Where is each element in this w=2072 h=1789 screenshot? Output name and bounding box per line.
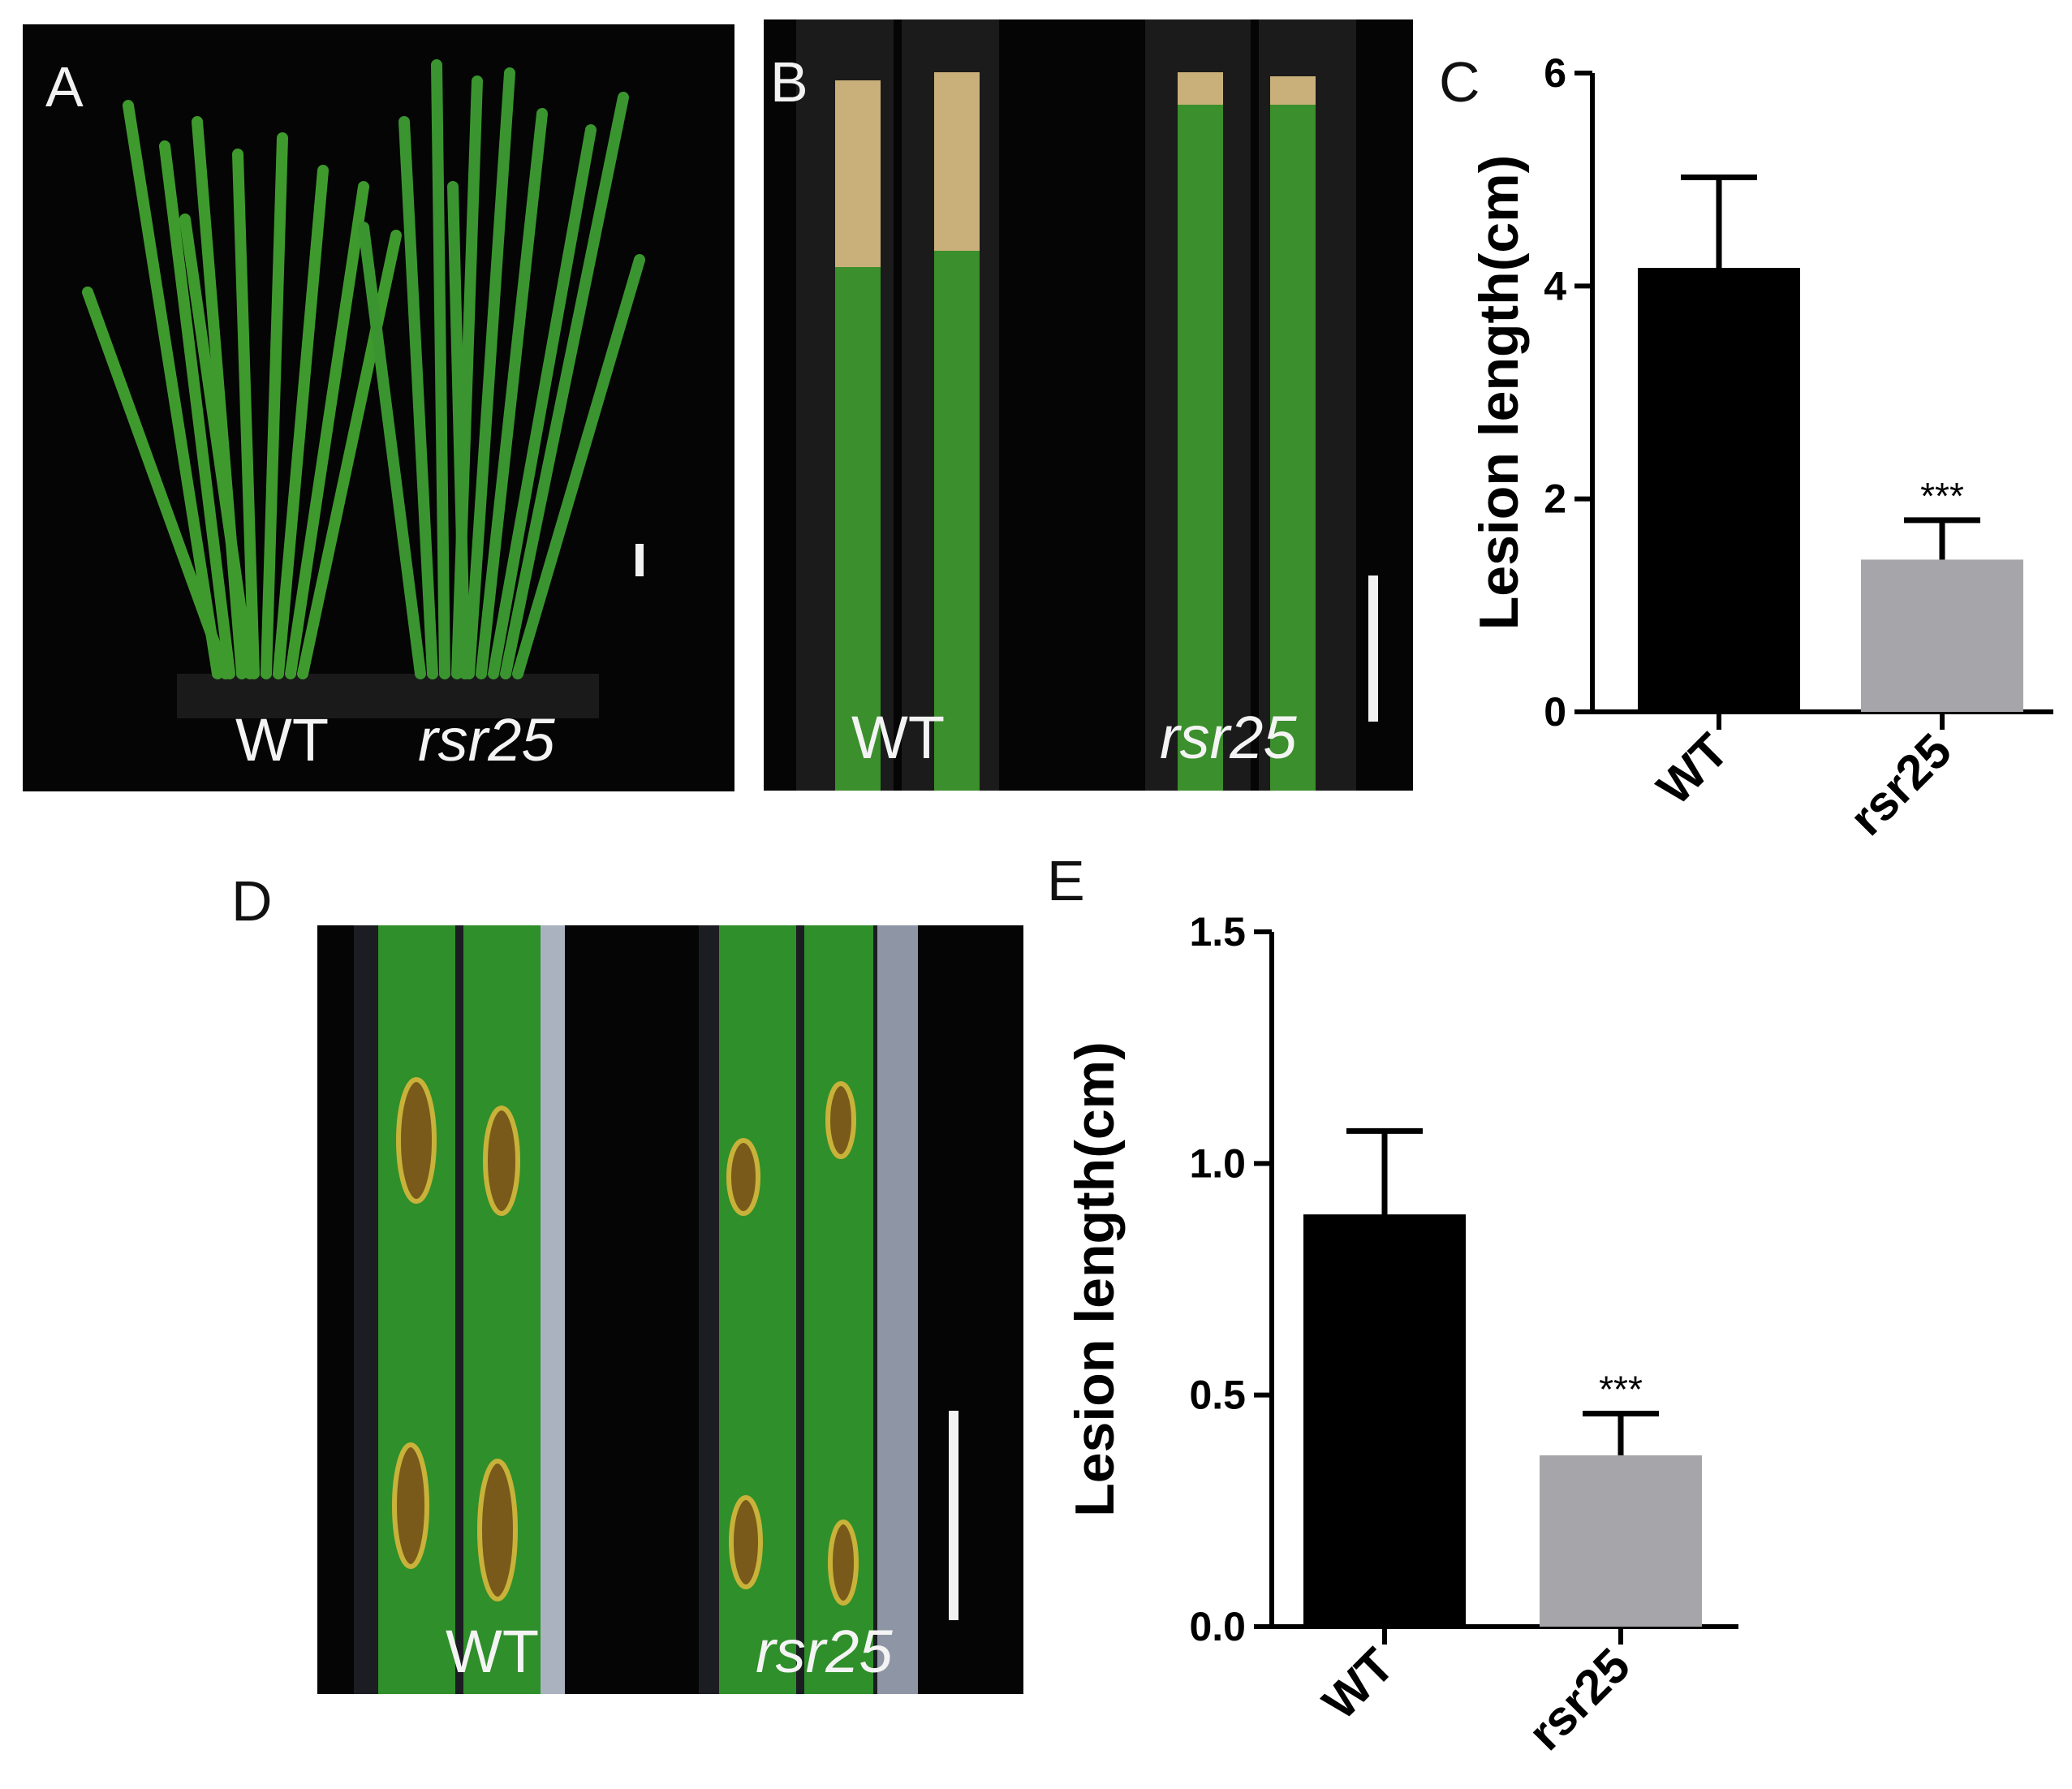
panel-letter-c: C	[1439, 50, 1480, 114]
label-rsr25: rsr25	[418, 706, 555, 774]
chart-c: 0 2 4 6 Lesion length(cm) WT rsr25 ***	[0, 0, 2072, 893]
y-tick-label: 6	[1544, 50, 1566, 96]
y-tick-label: 0.5	[1189, 1373, 1246, 1418]
y-tick-label: 0	[1544, 689, 1566, 735]
y-tick-label: 2	[1544, 476, 1566, 522]
x-tick-label: WT	[1312, 1638, 1404, 1730]
label-wt: WT	[446, 1618, 540, 1685]
x-tick-label: rsr25	[1518, 1638, 1640, 1761]
y-axis-label: Lesion length(cm)	[1064, 1041, 1126, 1517]
label-wt: WT	[235, 706, 330, 774]
significance-marker: ***	[1599, 1368, 1643, 1410]
label-rsr25: rsr25	[1160, 704, 1297, 771]
panel-a-photo: A WT rsr25	[23, 24, 734, 791]
leaves-illustration-d	[354, 925, 958, 1694]
y-tick-label: 4	[1544, 263, 1566, 308]
bar-wt	[1303, 1214, 1466, 1627]
y-tick-label: 1.5	[1189, 909, 1246, 955]
label-wt: WT	[851, 704, 946, 771]
panel-letter-b: B	[770, 50, 808, 114]
panel-d-photo: WT rsr25	[317, 925, 1023, 1694]
bar-rsr25	[1861, 559, 2023, 712]
rice-plants-illustration	[82, 59, 645, 718]
panel-letter-d: D	[231, 869, 273, 933]
y-tick-label: 0.0	[1189, 1604, 1246, 1649]
y-tick-label: 1.0	[1189, 1140, 1246, 1186]
bar-wt	[1638, 268, 1800, 712]
leaves-illustration-b	[796, 19, 1378, 791]
bar-rsr25	[1540, 1455, 1702, 1627]
significance-marker: ***	[1920, 475, 1964, 517]
panel-letter-a: A	[45, 55, 84, 119]
panel-letter-e: E	[1047, 849, 1085, 912]
y-axis-label: Lesion length(cm)	[1468, 155, 1530, 631]
panel-b-photo: B WT rsr25	[764, 19, 1413, 791]
label-rsr25: rsr25	[756, 1618, 893, 1685]
